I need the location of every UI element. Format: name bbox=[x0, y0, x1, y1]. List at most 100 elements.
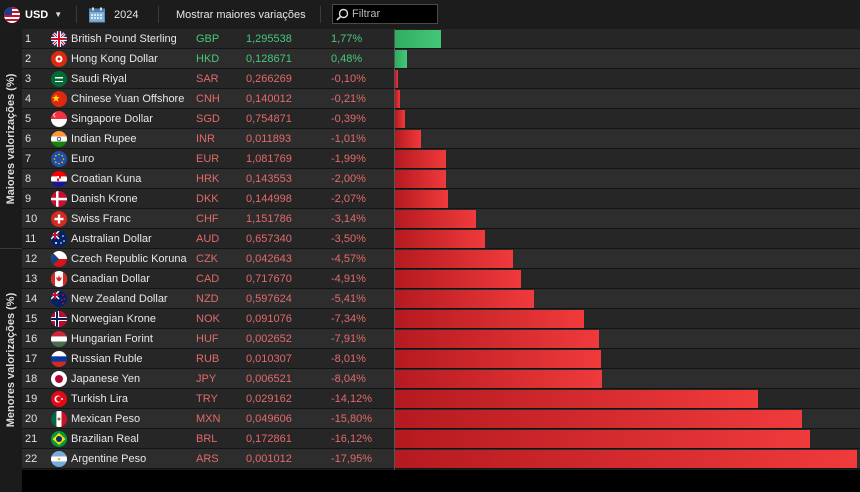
price-cell: 0,266269 bbox=[246, 73, 292, 85]
currency-code: EUR bbox=[196, 153, 220, 165]
top-section-label: Maiores valorizações (%) bbox=[5, 73, 17, 205]
rank-cell: 5 bbox=[25, 113, 32, 125]
change-cell: -16,12% bbox=[331, 433, 372, 445]
price-cell: 0,049606 bbox=[246, 413, 292, 425]
table-row[interactable]: 21 Brazilian Real BRL 0,172861 -16,12% bbox=[22, 429, 860, 449]
currency-code: JPY bbox=[196, 373, 217, 385]
change-bar bbox=[395, 370, 602, 388]
change-cell: -17,95% bbox=[331, 453, 372, 465]
change-cell: -15,80% bbox=[331, 413, 372, 425]
filter-box[interactable] bbox=[332, 4, 438, 24]
currency-name: Indian Rupee bbox=[71, 133, 137, 145]
currency-code: CHF bbox=[196, 213, 219, 225]
currency-name: Canadian Dollar bbox=[71, 273, 150, 285]
currency-name: Hungarian Forint bbox=[71, 333, 153, 345]
rank-cell: 19 bbox=[25, 393, 38, 405]
toolbar-divider bbox=[320, 6, 321, 23]
year-selector[interactable]: 2024 bbox=[89, 0, 138, 29]
table-row[interactable]: 6 Indian Rupee INR 0,011893 -1,01% bbox=[22, 129, 860, 149]
cn-flag-icon bbox=[51, 91, 67, 107]
search-icon bbox=[336, 8, 349, 21]
table-row[interactable]: 16 Hungarian Forint HUF 0,002652 -7,91% bbox=[22, 329, 860, 349]
price-cell: 0,001012 bbox=[246, 453, 292, 465]
change-cell: -14,12% bbox=[331, 393, 372, 405]
change-bar bbox=[395, 210, 476, 228]
ru-flag-icon bbox=[51, 351, 67, 367]
table-row[interactable]: 17 Russian Ruble RUB 0,010307 -8,01% bbox=[22, 349, 860, 369]
change-bar bbox=[395, 170, 446, 188]
table-row[interactable]: 22 Argentine Peso ARS 0,001012 -17,95% bbox=[22, 449, 860, 469]
show-largest-changes-toggle[interactable]: Mostrar maiores variações bbox=[176, 0, 306, 29]
table-row[interactable]: 9 Danish Krone DKK 0,144998 -2,07% bbox=[22, 189, 860, 209]
currency-code: ARS bbox=[196, 453, 219, 465]
change-bar bbox=[395, 350, 601, 368]
in-flag-icon bbox=[51, 131, 67, 147]
tr-flag-icon bbox=[51, 391, 67, 407]
currency-code: SGD bbox=[196, 113, 220, 125]
currency-code: NZD bbox=[196, 293, 219, 305]
currency-name: Russian Ruble bbox=[71, 353, 143, 365]
table-footer bbox=[22, 470, 860, 492]
table-row[interactable]: 11 Australian Dollar AUD 0,657340 -3,50% bbox=[22, 229, 860, 249]
calendar-icon bbox=[89, 7, 105, 23]
change-bar bbox=[395, 150, 446, 168]
table-row[interactable]: 5 Singapore Dollar SGD 0,754871 -0,39% bbox=[22, 109, 860, 129]
no-flag-icon bbox=[51, 311, 67, 327]
currency-name: Argentine Peso bbox=[71, 453, 147, 465]
table-row[interactable]: 7 Euro EUR 1,081769 -1,99% bbox=[22, 149, 860, 169]
currency-selector[interactable]: USD ▼ bbox=[4, 0, 62, 29]
change-cell: -7,91% bbox=[331, 333, 366, 345]
currency-name: Turkish Lira bbox=[71, 393, 129, 405]
change-bar bbox=[395, 330, 599, 348]
table-row[interactable]: 18 Japanese Yen JPY 0,006521 -8,04% bbox=[22, 369, 860, 389]
change-bar bbox=[395, 430, 810, 448]
change-cell: -3,50% bbox=[331, 233, 366, 245]
change-bar bbox=[395, 390, 758, 408]
change-cell: -2,00% bbox=[331, 173, 366, 185]
hk-flag-icon bbox=[51, 51, 67, 67]
au-flag-icon bbox=[51, 231, 67, 247]
table-row[interactable]: 3 Saudi Riyal SAR 0,266269 -0,10% bbox=[22, 69, 860, 89]
table-row[interactable]: 2 Hong Kong Dollar HKD 0,128671 0,48% bbox=[22, 49, 860, 69]
change-bar bbox=[395, 90, 400, 108]
rank-cell: 12 bbox=[25, 253, 38, 265]
change-bar bbox=[395, 230, 485, 248]
change-bar bbox=[395, 70, 398, 88]
table-row[interactable]: 10 Swiss Franc CHF 1,151786 -3,14% bbox=[22, 209, 860, 229]
currency-code: GBP bbox=[196, 33, 220, 45]
currency-code: CAD bbox=[196, 273, 220, 285]
rank-cell: 6 bbox=[25, 133, 32, 145]
price-cell: 0,717670 bbox=[246, 273, 292, 285]
table-row[interactable]: 8 Croatian Kuna HRK 0,143553 -2,00% bbox=[22, 169, 860, 189]
currency-code: CNH bbox=[196, 93, 220, 105]
table-row[interactable]: 14 New Zealand Dollar NZD 0,597624 -5,41% bbox=[22, 289, 860, 309]
rank-cell: 11 bbox=[25, 233, 37, 245]
price-cell: 1,081769 bbox=[246, 153, 292, 165]
rank-cell: 2 bbox=[25, 53, 32, 65]
nz-flag-icon bbox=[51, 291, 67, 307]
change-cell: -4,57% bbox=[331, 253, 366, 265]
table-row[interactable]: 12 Czech Republic Koruna CZK 0,042643 -4,57% bbox=[22, 249, 860, 269]
price-cell: 0,002652 bbox=[246, 333, 292, 345]
currency-code: BRL bbox=[196, 433, 218, 445]
filter-input[interactable] bbox=[352, 8, 436, 20]
table-row[interactable]: 20 Mexican Peso MXN 0,049606 -15,80% bbox=[22, 409, 860, 429]
bottom-section-header: Menores valorizações (%) bbox=[0, 249, 22, 470]
currency-code: CZK bbox=[196, 253, 218, 265]
change-cell: -8,01% bbox=[331, 353, 366, 365]
gb-flag-icon bbox=[51, 31, 67, 47]
table-row[interactable]: 15 Norwegian Krone NOK 0,091076 -7,34% bbox=[22, 309, 860, 329]
mx-flag-icon bbox=[51, 411, 67, 427]
change-cell: -0,21% bbox=[331, 93, 366, 105]
price-cell: 1,151786 bbox=[246, 213, 292, 225]
currency-name: Singapore Dollar bbox=[71, 113, 153, 125]
table-row[interactable]: 4 Chinese Yuan Offshore CNH 0,140012 -0,21% bbox=[22, 89, 860, 109]
hu-flag-icon bbox=[51, 331, 67, 347]
currency-name: Czech Republic Koruna bbox=[71, 253, 187, 265]
price-cell: 0,172861 bbox=[246, 433, 292, 445]
table-row[interactable]: 13 Canadian Dollar CAD 0,717670 -4,91% bbox=[22, 269, 860, 289]
table-row[interactable]: 1 British Pound Sterling GBP 1,295538 1,77% bbox=[22, 29, 860, 49]
table-row[interactable]: 19 Turkish Lira TRY 0,029162 -14,12% bbox=[22, 389, 860, 409]
rank-cell: 17 bbox=[25, 353, 38, 365]
change-bar bbox=[395, 250, 513, 268]
